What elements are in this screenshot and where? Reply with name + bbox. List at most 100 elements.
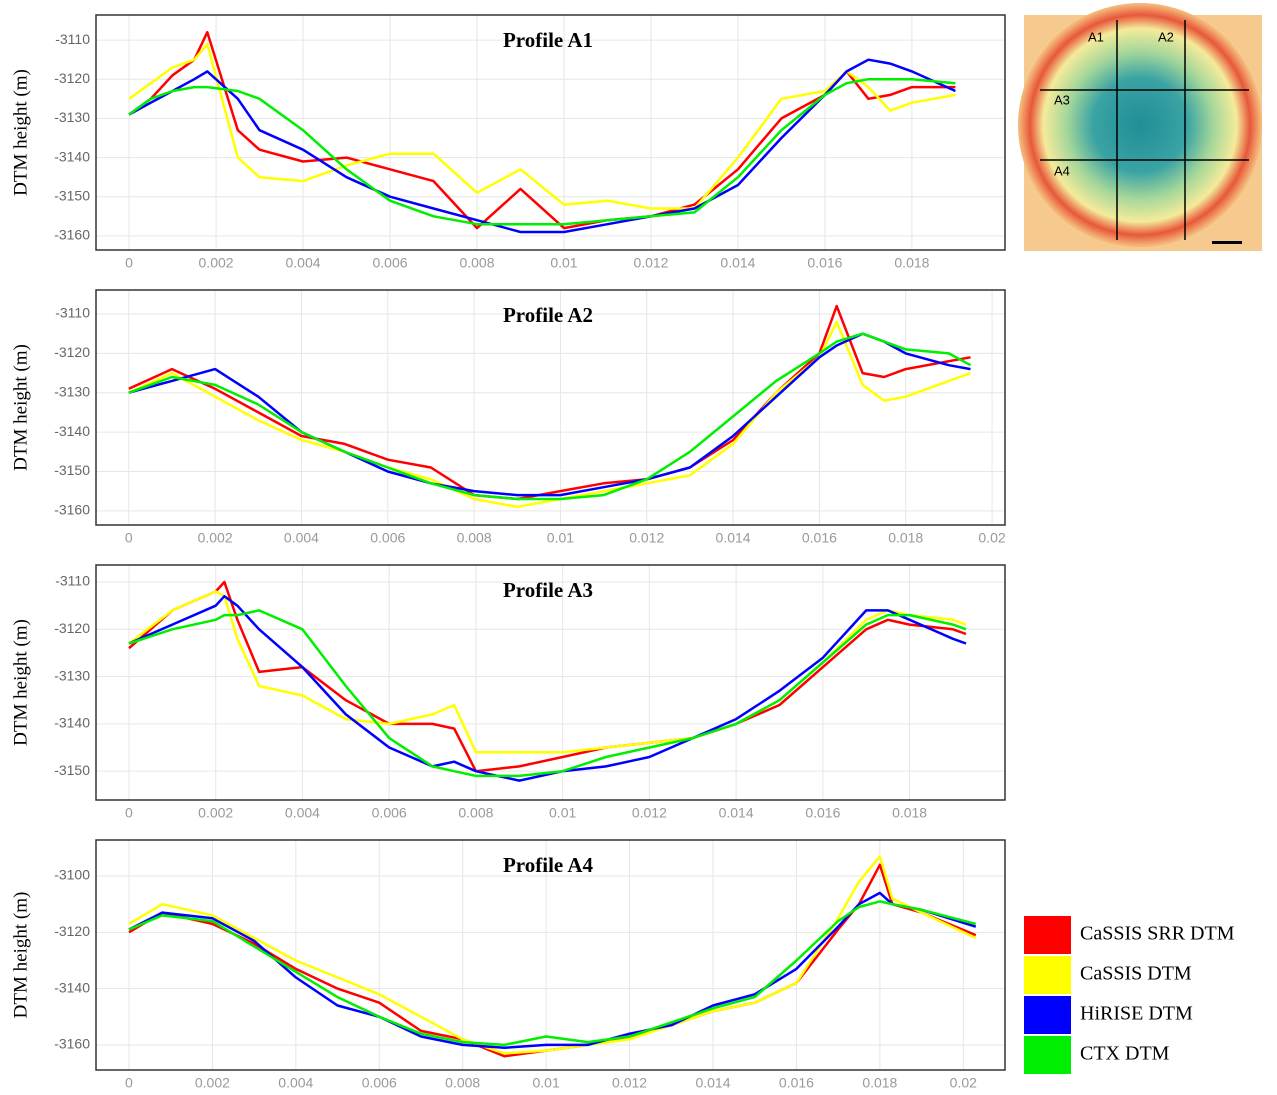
x-tick-label: 0.006 bbox=[370, 530, 405, 546]
y-tick-label: -3130 bbox=[54, 383, 90, 399]
y-tick-label: -3150 bbox=[54, 187, 90, 203]
chart: 0 0.002 0.004 0.006 0.008 0.01 0.012 0.014 0.016… bbox=[10, 564, 1006, 821]
x-tick-label: 0.012 bbox=[612, 1075, 647, 1091]
data-line bbox=[128, 58, 956, 234]
x-tick-label: 0.02 bbox=[950, 1075, 977, 1091]
scale-bar bbox=[1212, 241, 1242, 244]
legend-label: HiRISE DTM bbox=[1080, 1003, 1193, 1025]
chart-title: Profile A4 bbox=[503, 853, 594, 877]
map-label: A4 bbox=[1054, 163, 1070, 178]
map-label: A1 bbox=[1088, 29, 1104, 44]
x-tick-label: 0.004 bbox=[285, 805, 320, 821]
x-tick-label: 0.012 bbox=[632, 805, 667, 821]
y-tick-label: -3110 bbox=[55, 305, 90, 321]
x-tick-label: 0.016 bbox=[779, 1075, 814, 1091]
y-tick-label: -3110 bbox=[55, 31, 90, 47]
x-tick-label: 0.01 bbox=[532, 1075, 559, 1091]
legend-label: CaSSIS SRR DTM bbox=[1080, 923, 1235, 945]
x-tick-label: 0.018 bbox=[888, 530, 923, 546]
map-label: A3 bbox=[1054, 92, 1070, 107]
x-tick-label: 0.014 bbox=[716, 530, 751, 546]
y-tick-label: -3140 bbox=[54, 715, 90, 731]
y-tick-label: -3160 bbox=[54, 227, 90, 243]
x-tick-label: 0.006 bbox=[372, 805, 407, 821]
legend-swatch bbox=[1024, 916, 1071, 954]
x-tick-label: 0 bbox=[125, 805, 133, 821]
data-line bbox=[128, 304, 971, 501]
data-line bbox=[128, 609, 967, 778]
y-tick-label: -3150 bbox=[54, 462, 90, 478]
y-axis-label: DTM height (m) bbox=[10, 619, 31, 746]
x-tick-label: 0.02 bbox=[978, 530, 1005, 546]
plot-frame bbox=[95, 564, 1006, 801]
y-tick-label: -3110 bbox=[55, 573, 90, 589]
y-tick-label: -3140 bbox=[54, 148, 90, 164]
chart: 0 0.002 0.004 0.006 0.008 0.01 0.012 0.014 0.016… bbox=[10, 14, 1006, 271]
y-tick-label: -3130 bbox=[54, 109, 90, 125]
y-tick-label: -3100 bbox=[54, 867, 90, 883]
x-tick-label: 0.002 bbox=[195, 1075, 230, 1091]
x-tick-label: 0.002 bbox=[199, 255, 234, 271]
chart: 0 0.002 0.004 0.006 0.008 0.01 0.012 0.014 0.016… bbox=[10, 289, 1006, 546]
x-tick-label: 0.012 bbox=[629, 530, 664, 546]
x-tick-label: 0.008 bbox=[445, 1075, 480, 1091]
legend-label: CaSSIS DTM bbox=[1080, 963, 1192, 985]
plot-frame bbox=[95, 289, 1006, 526]
plot-area bbox=[96, 840, 1005, 1070]
x-tick-label: 0.016 bbox=[807, 255, 842, 271]
y-axis-label: DTM height (m) bbox=[10, 69, 31, 196]
y-tick-label: -3120 bbox=[54, 344, 90, 360]
x-tick-label: 0.014 bbox=[719, 805, 754, 821]
x-tick-label: 0.01 bbox=[550, 255, 577, 271]
y-axis-label: DTM height (m) bbox=[10, 892, 31, 1019]
y-tick-label: -3140 bbox=[54, 423, 90, 439]
legend-swatch bbox=[1024, 996, 1071, 1034]
x-tick-label: 0.008 bbox=[458, 805, 493, 821]
y-tick-label: -3140 bbox=[54, 979, 90, 995]
x-tick-label: 0.014 bbox=[720, 255, 755, 271]
x-tick-label: 0.016 bbox=[802, 530, 837, 546]
x-tick-label: 0.01 bbox=[549, 805, 576, 821]
x-tick-label: 0.002 bbox=[198, 805, 233, 821]
plot-frame bbox=[95, 839, 1006, 1071]
x-tick-label: 0.012 bbox=[633, 255, 668, 271]
y-tick-label: -3120 bbox=[54, 923, 90, 939]
data-line bbox=[128, 580, 967, 773]
x-tick-label: 0 bbox=[125, 1075, 133, 1091]
y-tick-label: -3150 bbox=[54, 762, 90, 778]
x-tick-label: 0.008 bbox=[457, 530, 492, 546]
x-tick-label: 0.016 bbox=[805, 805, 840, 821]
data-line bbox=[128, 77, 956, 226]
x-tick-label: 0.002 bbox=[198, 530, 233, 546]
data-line bbox=[128, 332, 972, 501]
data-line bbox=[128, 900, 977, 1047]
x-tick-label: 0.018 bbox=[862, 1075, 897, 1091]
legend-swatch bbox=[1024, 956, 1071, 994]
plot-area bbox=[96, 15, 1005, 250]
crater bbox=[1018, 3, 1262, 247]
chart: 0 0.002 0.004 0.006 0.008 0.01 0.012 0.014 0.016… bbox=[10, 839, 1006, 1091]
map: A1 A2 A3 A4 bbox=[1018, 3, 1262, 251]
y-tick-label: -3120 bbox=[54, 620, 90, 636]
x-tick-label: 0.008 bbox=[459, 255, 494, 271]
legend-swatch bbox=[1024, 1036, 1071, 1074]
y-tick-label: -3120 bbox=[54, 70, 90, 86]
x-tick-label: 0.006 bbox=[372, 255, 407, 271]
data-line bbox=[128, 891, 977, 1050]
x-tick-label: 0.006 bbox=[362, 1075, 397, 1091]
y-axis-label: DTM height (m) bbox=[10, 344, 31, 471]
x-tick-label: 0.014 bbox=[695, 1075, 730, 1091]
x-tick-label: 0 bbox=[125, 255, 133, 271]
plot-frame bbox=[95, 14, 1006, 251]
legend-label: CTX DTM bbox=[1080, 1043, 1170, 1065]
x-tick-label: 0.004 bbox=[284, 530, 319, 546]
y-tick-label: -3160 bbox=[54, 502, 90, 518]
map-label: A2 bbox=[1158, 29, 1174, 44]
y-tick-label: -3160 bbox=[54, 1036, 90, 1052]
x-tick-label: 0.01 bbox=[547, 530, 574, 546]
y-tick-label: -3130 bbox=[54, 667, 90, 683]
chart-title: Profile A3 bbox=[503, 578, 593, 602]
legend: CaSSIS SRR DTM CaSSIS DTM HiRISE DTM CTX DT… bbox=[1024, 916, 1235, 1074]
x-tick-label: 0.004 bbox=[278, 1075, 313, 1091]
